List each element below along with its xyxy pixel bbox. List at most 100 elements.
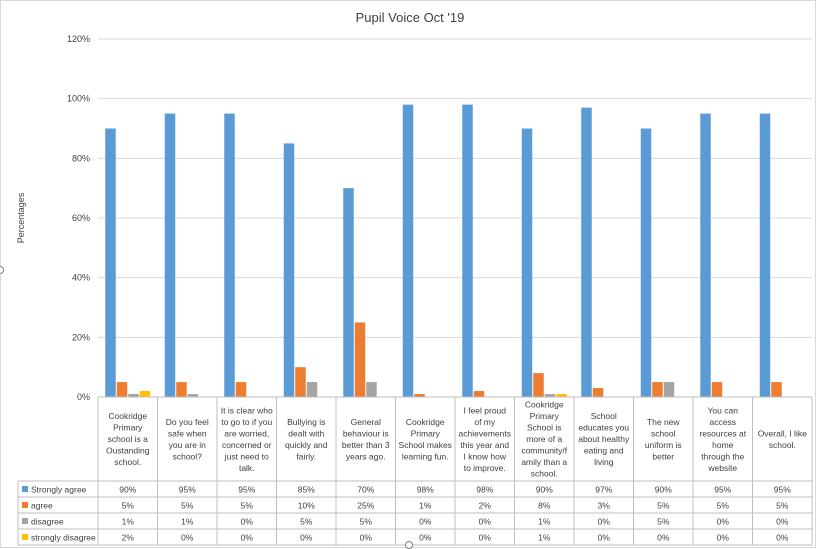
bar — [473, 391, 485, 397]
bar — [295, 367, 306, 397]
bar — [224, 113, 235, 397]
data-label: 25% — [357, 501, 374, 511]
bar — [759, 113, 771, 397]
data-label: 5% — [300, 517, 313, 527]
category-label-line: just need to — [224, 451, 269, 461]
legend-key — [22, 486, 28, 492]
category-label-line: this year and — [460, 440, 509, 450]
data-label: 0% — [181, 533, 194, 543]
legend-label: strongly disagree — [31, 533, 96, 543]
y-axis-label: Percentages — [16, 192, 26, 243]
category-label-line: School — [591, 411, 617, 421]
data-label: 1% — [122, 517, 135, 527]
category-label-line: school. — [531, 469, 558, 479]
data-label: 5% — [122, 501, 135, 511]
legend-label: agree — [31, 501, 53, 511]
category-label: It is clear who to go to if you are worrie… — [221, 405, 273, 473]
category-label: Cookridge Primary School is more of a commun… — [521, 400, 567, 479]
category-label-line: website — [707, 463, 737, 473]
data-label: 8% — [538, 501, 551, 511]
category-label-line: living — [594, 457, 614, 467]
bar — [283, 143, 295, 397]
bar — [414, 394, 425, 397]
data-label: 70% — [357, 485, 374, 495]
data-label: 0% — [300, 533, 313, 543]
y-tick-label: 100% — [67, 94, 90, 104]
category-label-line: behaviour is — [343, 428, 389, 438]
data-label: 0% — [419, 517, 432, 527]
category-label-line: of my — [474, 417, 496, 427]
bar — [187, 394, 199, 397]
bar — [354, 322, 366, 397]
category-label-line: Cookridge — [406, 417, 445, 427]
data-label: 0% — [717, 517, 730, 527]
category-label-line: concerned or — [222, 440, 272, 450]
data-label: 95% — [774, 485, 791, 495]
data-label: 95% — [714, 485, 731, 495]
category-label-line: through the — [701, 451, 744, 461]
category-label-line: I know how — [463, 451, 506, 461]
data-label: 95% — [179, 485, 196, 495]
bar — [581, 107, 592, 397]
bar — [556, 394, 567, 397]
category-label-line: School is — [527, 423, 562, 433]
data-label: 0% — [479, 517, 492, 527]
bar — [544, 394, 556, 397]
chart-title: Pupil Voice Oct '19 — [356, 10, 465, 25]
category-label: Do you feel safe when you are in school? — [166, 417, 209, 462]
bar — [402, 104, 414, 397]
category-label-line: school is a — [108, 434, 148, 444]
category-label: School educates you about healthy eating an… — [578, 411, 630, 467]
data-label: 5% — [181, 501, 194, 511]
data-label: 0% — [479, 533, 492, 543]
data-label: 10% — [298, 501, 315, 511]
category-label-line: about healthy — [578, 434, 630, 444]
category-label-line: access — [710, 417, 736, 427]
bar — [139, 391, 151, 397]
category-label-line: uniform is — [645, 440, 682, 450]
data-label: 5% — [776, 501, 789, 511]
data-label: 1% — [538, 517, 551, 527]
category-label-line: you are in — [169, 440, 207, 450]
data-label: 1% — [538, 533, 551, 543]
data-label: 0% — [419, 533, 432, 543]
data-label: 98% — [476, 485, 493, 495]
data-label: 5% — [360, 517, 373, 527]
category-label-line: better — [652, 451, 674, 461]
bar — [592, 388, 604, 397]
category-label-line: Do you feel — [166, 417, 209, 427]
category-label-line: talk. — [239, 463, 255, 473]
data-label: 0% — [241, 533, 254, 543]
category-label-line: quickly and — [285, 440, 328, 450]
y-tick-label: 20% — [72, 332, 90, 342]
category-label-line: Oustanding — [106, 446, 150, 456]
data-label: 0% — [360, 533, 373, 543]
data-label: 5% — [717, 501, 730, 511]
legend-key — [22, 518, 28, 524]
data-label: 0% — [657, 533, 670, 543]
category-label: Bullying is dealt with quickly and fairly. — [285, 417, 328, 462]
category-label-line: Primary — [113, 423, 143, 433]
bar — [521, 128, 533, 397]
category-label-line: achievements — [459, 428, 511, 438]
category-label-line: You can — [708, 405, 739, 415]
data-label: 0% — [241, 517, 254, 527]
data-label: 90% — [119, 485, 136, 495]
category-label: Cookridge Primary School makes learning fun… — [399, 417, 452, 462]
bar — [771, 382, 782, 397]
bar — [640, 128, 652, 397]
category-label-line: Bullying is — [287, 417, 325, 427]
category-label: Cookridge Primary school is a Oustanding sch… — [106, 411, 150, 467]
category-label-line: better than 3 — [342, 440, 390, 450]
data-label: 3% — [598, 501, 611, 511]
bar — [462, 104, 473, 397]
category-label-line: Cookridge — [108, 411, 147, 421]
category-label-line: school — [651, 428, 676, 438]
category-label-line: are worried, — [224, 428, 269, 438]
bar — [700, 113, 711, 397]
y-tick-label: 0% — [77, 392, 90, 402]
category-label-line: resources at — [699, 428, 746, 438]
data-label: 5% — [241, 501, 254, 511]
data-label: 1% — [419, 501, 432, 511]
